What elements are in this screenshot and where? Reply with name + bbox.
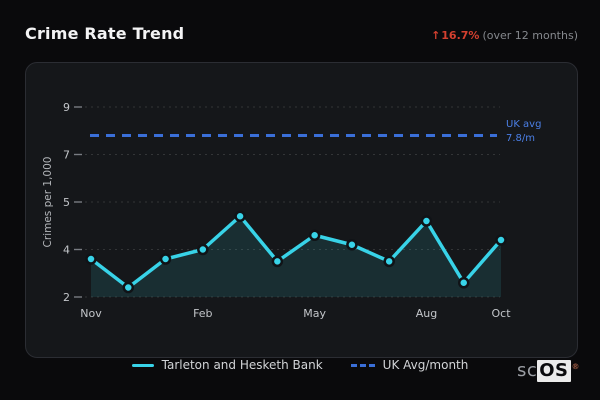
data-point[interactable] bbox=[85, 253, 97, 265]
trend-up-arrow-icon: ↑ bbox=[431, 29, 441, 42]
chart-card bbox=[25, 62, 578, 358]
registered-trademark-icon: ® bbox=[571, 362, 580, 371]
data-point[interactable] bbox=[420, 215, 433, 227]
data-point[interactable] bbox=[197, 243, 209, 256]
x-tick-label: Nov bbox=[80, 307, 102, 320]
x-tick-label: Aug bbox=[416, 307, 437, 320]
legend-label: Tarleton and Hesketh Bank bbox=[161, 358, 323, 372]
widget-header: Crime Rate Trend ↑16.7% (over 12 months) bbox=[25, 24, 578, 43]
y-tick-label: 4 bbox=[63, 244, 70, 257]
y-tick-label: 5 bbox=[63, 196, 70, 209]
scos-logo-suffix: OS bbox=[537, 360, 571, 382]
data-point[interactable] bbox=[271, 255, 284, 268]
series-line bbox=[89, 214, 503, 290]
trend-stat: ↑16.7% (over 12 months) bbox=[431, 29, 578, 42]
data-point[interactable] bbox=[383, 255, 395, 268]
solid-line-swatch-icon bbox=[131, 363, 154, 367]
y-axis-title: Crimes per 1,000 bbox=[42, 157, 54, 248]
data-point[interactable] bbox=[234, 210, 246, 222]
data-point[interactable] bbox=[346, 239, 358, 251]
data-point[interactable] bbox=[457, 277, 470, 289]
data-point[interactable] bbox=[495, 234, 507, 246]
series-area bbox=[91, 216, 501, 297]
uk-avg-value-label: 7.8/m bbox=[506, 133, 535, 144]
page-title: Crime Rate Trend bbox=[25, 24, 185, 43]
y-tick-label: 2 bbox=[63, 291, 70, 304]
uk-avg-label: UK avg bbox=[506, 119, 541, 130]
dashed-line-swatch-icon bbox=[350, 363, 375, 367]
chart-legend: Tarleton and Hesketh Bank UK Avg/month bbox=[0, 355, 600, 375]
scos-logo-prefix: sc bbox=[516, 360, 538, 381]
legend-label: UK Avg/month bbox=[382, 358, 469, 372]
data-point[interactable] bbox=[159, 253, 172, 265]
legend-item-bank-series[interactable]: Tarleton and Hesketh Bank bbox=[131, 358, 323, 372]
y-tick-label: 7 bbox=[63, 149, 70, 162]
y-tick-label: 9 bbox=[63, 101, 70, 114]
legend-item-uk-avg[interactable]: UK Avg/month bbox=[350, 358, 469, 372]
x-tick-label: May bbox=[303, 307, 326, 320]
x-tick-label: Oct bbox=[491, 307, 511, 320]
data-point[interactable] bbox=[122, 281, 135, 294]
data-point[interactable] bbox=[308, 229, 321, 241]
scos-logo: sc OS ® bbox=[517, 356, 580, 382]
x-tick-label: Feb bbox=[193, 307, 212, 320]
trend-period: (over 12 months) bbox=[482, 29, 578, 42]
trend-value: 16.7% bbox=[441, 29, 480, 42]
